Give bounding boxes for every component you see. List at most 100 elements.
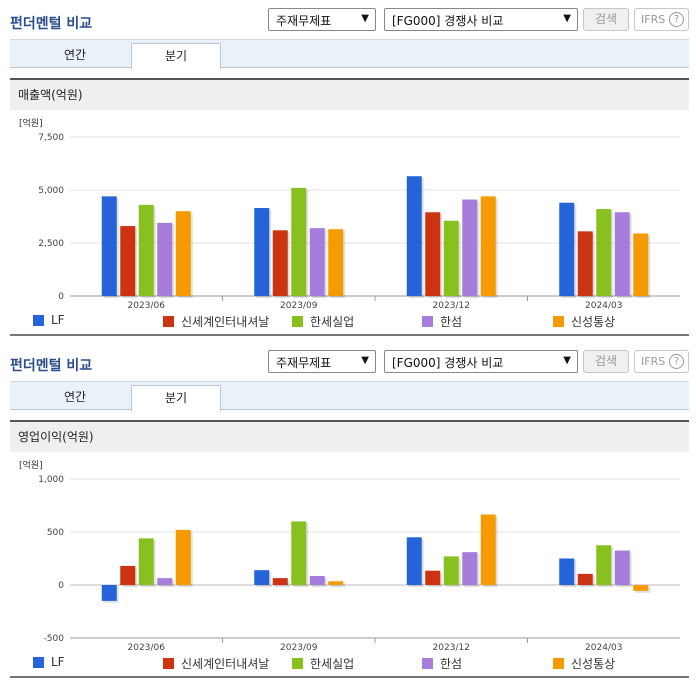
legend-swatch	[33, 656, 44, 668]
legend-item[interactable]: LF	[33, 655, 65, 669]
chevron-down-icon: ▼	[563, 13, 571, 24]
tab-annual[interactable]: 연간	[63, 48, 87, 62]
legend-item[interactable]: 신성통상	[553, 313, 615, 330]
question-icon: ?	[669, 12, 684, 27]
legend-item[interactable]: 한섬	[422, 655, 462, 672]
peer-group-value: [FG000] 경쟁사 비교	[392, 14, 504, 28]
ifrs-help-button[interactable]: IFRS?	[634, 350, 689, 373]
bar	[120, 565, 136, 585]
x-tick-label: 2024/03	[585, 301, 622, 311]
chevron-down-icon: ▼	[563, 355, 571, 366]
legend-label: 한세실업	[310, 657, 355, 671]
tab-quarterly[interactable]: 분기	[131, 385, 221, 412]
legend-item[interactable]: LF	[33, 313, 65, 327]
question-icon: ?	[669, 354, 684, 369]
search-button[interactable]: 검색	[583, 8, 629, 31]
legend-item[interactable]: 한섬	[422, 313, 462, 330]
bar	[633, 585, 649, 591]
bar	[480, 196, 496, 296]
statement-type-value: 주재무제표	[276, 14, 332, 28]
y-tick-label: 1,000	[38, 475, 64, 485]
search-button[interactable]: 검색	[583, 350, 629, 373]
bar	[462, 199, 478, 296]
period-tabs: 연간 분기	[10, 39, 689, 70]
bar	[462, 552, 478, 585]
unit-label: [억원]	[19, 459, 43, 471]
bar	[328, 229, 344, 296]
legend-swatch	[422, 658, 433, 669]
bar	[614, 550, 630, 585]
bar	[425, 570, 441, 585]
bar	[309, 575, 325, 585]
bar	[254, 570, 270, 585]
peer-group-select[interactable]: [FG000] 경쟁사 비교 ▼	[384, 8, 578, 31]
bar	[443, 220, 459, 296]
chart-legend: LF 신세계인터내셔날 한세실업 한섬 신성통상	[0, 313, 696, 331]
bar-shadow	[330, 583, 346, 587]
bar	[101, 585, 117, 601]
section-title: 영업이익(억원)	[10, 420, 689, 452]
x-tick-label: 2023/09	[280, 301, 318, 311]
bar	[406, 537, 422, 585]
x-tick-label: 2023/06	[128, 301, 166, 311]
bar	[309, 228, 325, 296]
legend-item[interactable]: 신성통상	[553, 655, 615, 672]
x-tick-label: 2023/09	[280, 643, 318, 653]
divider	[10, 334, 689, 336]
legend-label: LF	[51, 313, 65, 327]
operating-profit-bar-chart: [억원] -500 0 500 1,000 2023/06 2023/09 2023/12 20…	[19, 459, 680, 653]
bar	[291, 521, 307, 585]
period-tabs: 연간 분기	[10, 381, 689, 412]
bar	[559, 202, 575, 296]
legend-swatch	[163, 316, 174, 327]
divider	[10, 676, 689, 678]
tab-quarterly[interactable]: 분기	[131, 43, 221, 70]
bar	[480, 514, 496, 585]
bar	[175, 529, 191, 585]
bar	[577, 573, 593, 585]
ifrs-help-button[interactable]: IFRS?	[634, 8, 689, 31]
legend-label: 신성통상	[571, 315, 616, 329]
legend-item[interactable]: 신세계인터내셔날	[163, 655, 269, 672]
y-tick-label: -500	[44, 634, 65, 644]
panel-title: 펀더멘털 비교	[10, 358, 93, 374]
y-tick-label: 0	[58, 581, 64, 591]
y-tick-label: 2,500	[38, 239, 64, 249]
peer-group-value: [FG000] 경쟁사 비교	[392, 356, 504, 370]
bar	[101, 196, 117, 296]
sales-bar-chart: [억원] 0 2,500 5,000 7,500 2023/06 2023/09 2023/1…	[19, 117, 680, 311]
bar	[157, 578, 173, 585]
panel-title: 펀더멘털 비교	[10, 16, 93, 32]
tab-annual[interactable]: 연간	[63, 390, 87, 404]
peer-group-select[interactable]: [FG000] 경쟁사 비교 ▼	[384, 350, 578, 373]
bar	[272, 230, 288, 296]
statement-type-select[interactable]: 주재무제표 ▼	[268, 8, 376, 31]
bar	[328, 581, 344, 585]
ifrs-label: IFRS	[641, 355, 666, 368]
legend-item[interactable]: 신세계인터내셔날	[163, 313, 269, 330]
bar	[254, 208, 270, 296]
bar	[138, 204, 154, 296]
bar	[577, 231, 593, 296]
statement-type-select[interactable]: 주재무제표 ▼	[268, 350, 376, 373]
legend-item[interactable]: 한세실업	[292, 655, 354, 672]
bar	[175, 211, 191, 296]
legend-label: 한섬	[440, 657, 463, 671]
ifrs-label: IFRS	[641, 13, 666, 26]
bar	[596, 209, 612, 296]
y-tick-label: 0	[58, 292, 64, 302]
bar	[443, 556, 459, 585]
legend-swatch	[292, 316, 303, 327]
legend-label: LF	[51, 655, 65, 669]
legend-item[interactable]: 한세실업	[292, 313, 354, 330]
legend-swatch	[553, 658, 564, 669]
statement-type-value: 주재무제표	[276, 356, 332, 370]
x-tick-label: 2023/12	[433, 643, 470, 653]
bar	[559, 558, 575, 585]
legend-label: 한섬	[440, 315, 463, 329]
legend-label: 신성통상	[571, 657, 616, 671]
bar	[157, 222, 173, 296]
x-tick-label: 2023/06	[128, 643, 166, 653]
bar	[596, 545, 612, 585]
legend-swatch	[553, 316, 564, 327]
